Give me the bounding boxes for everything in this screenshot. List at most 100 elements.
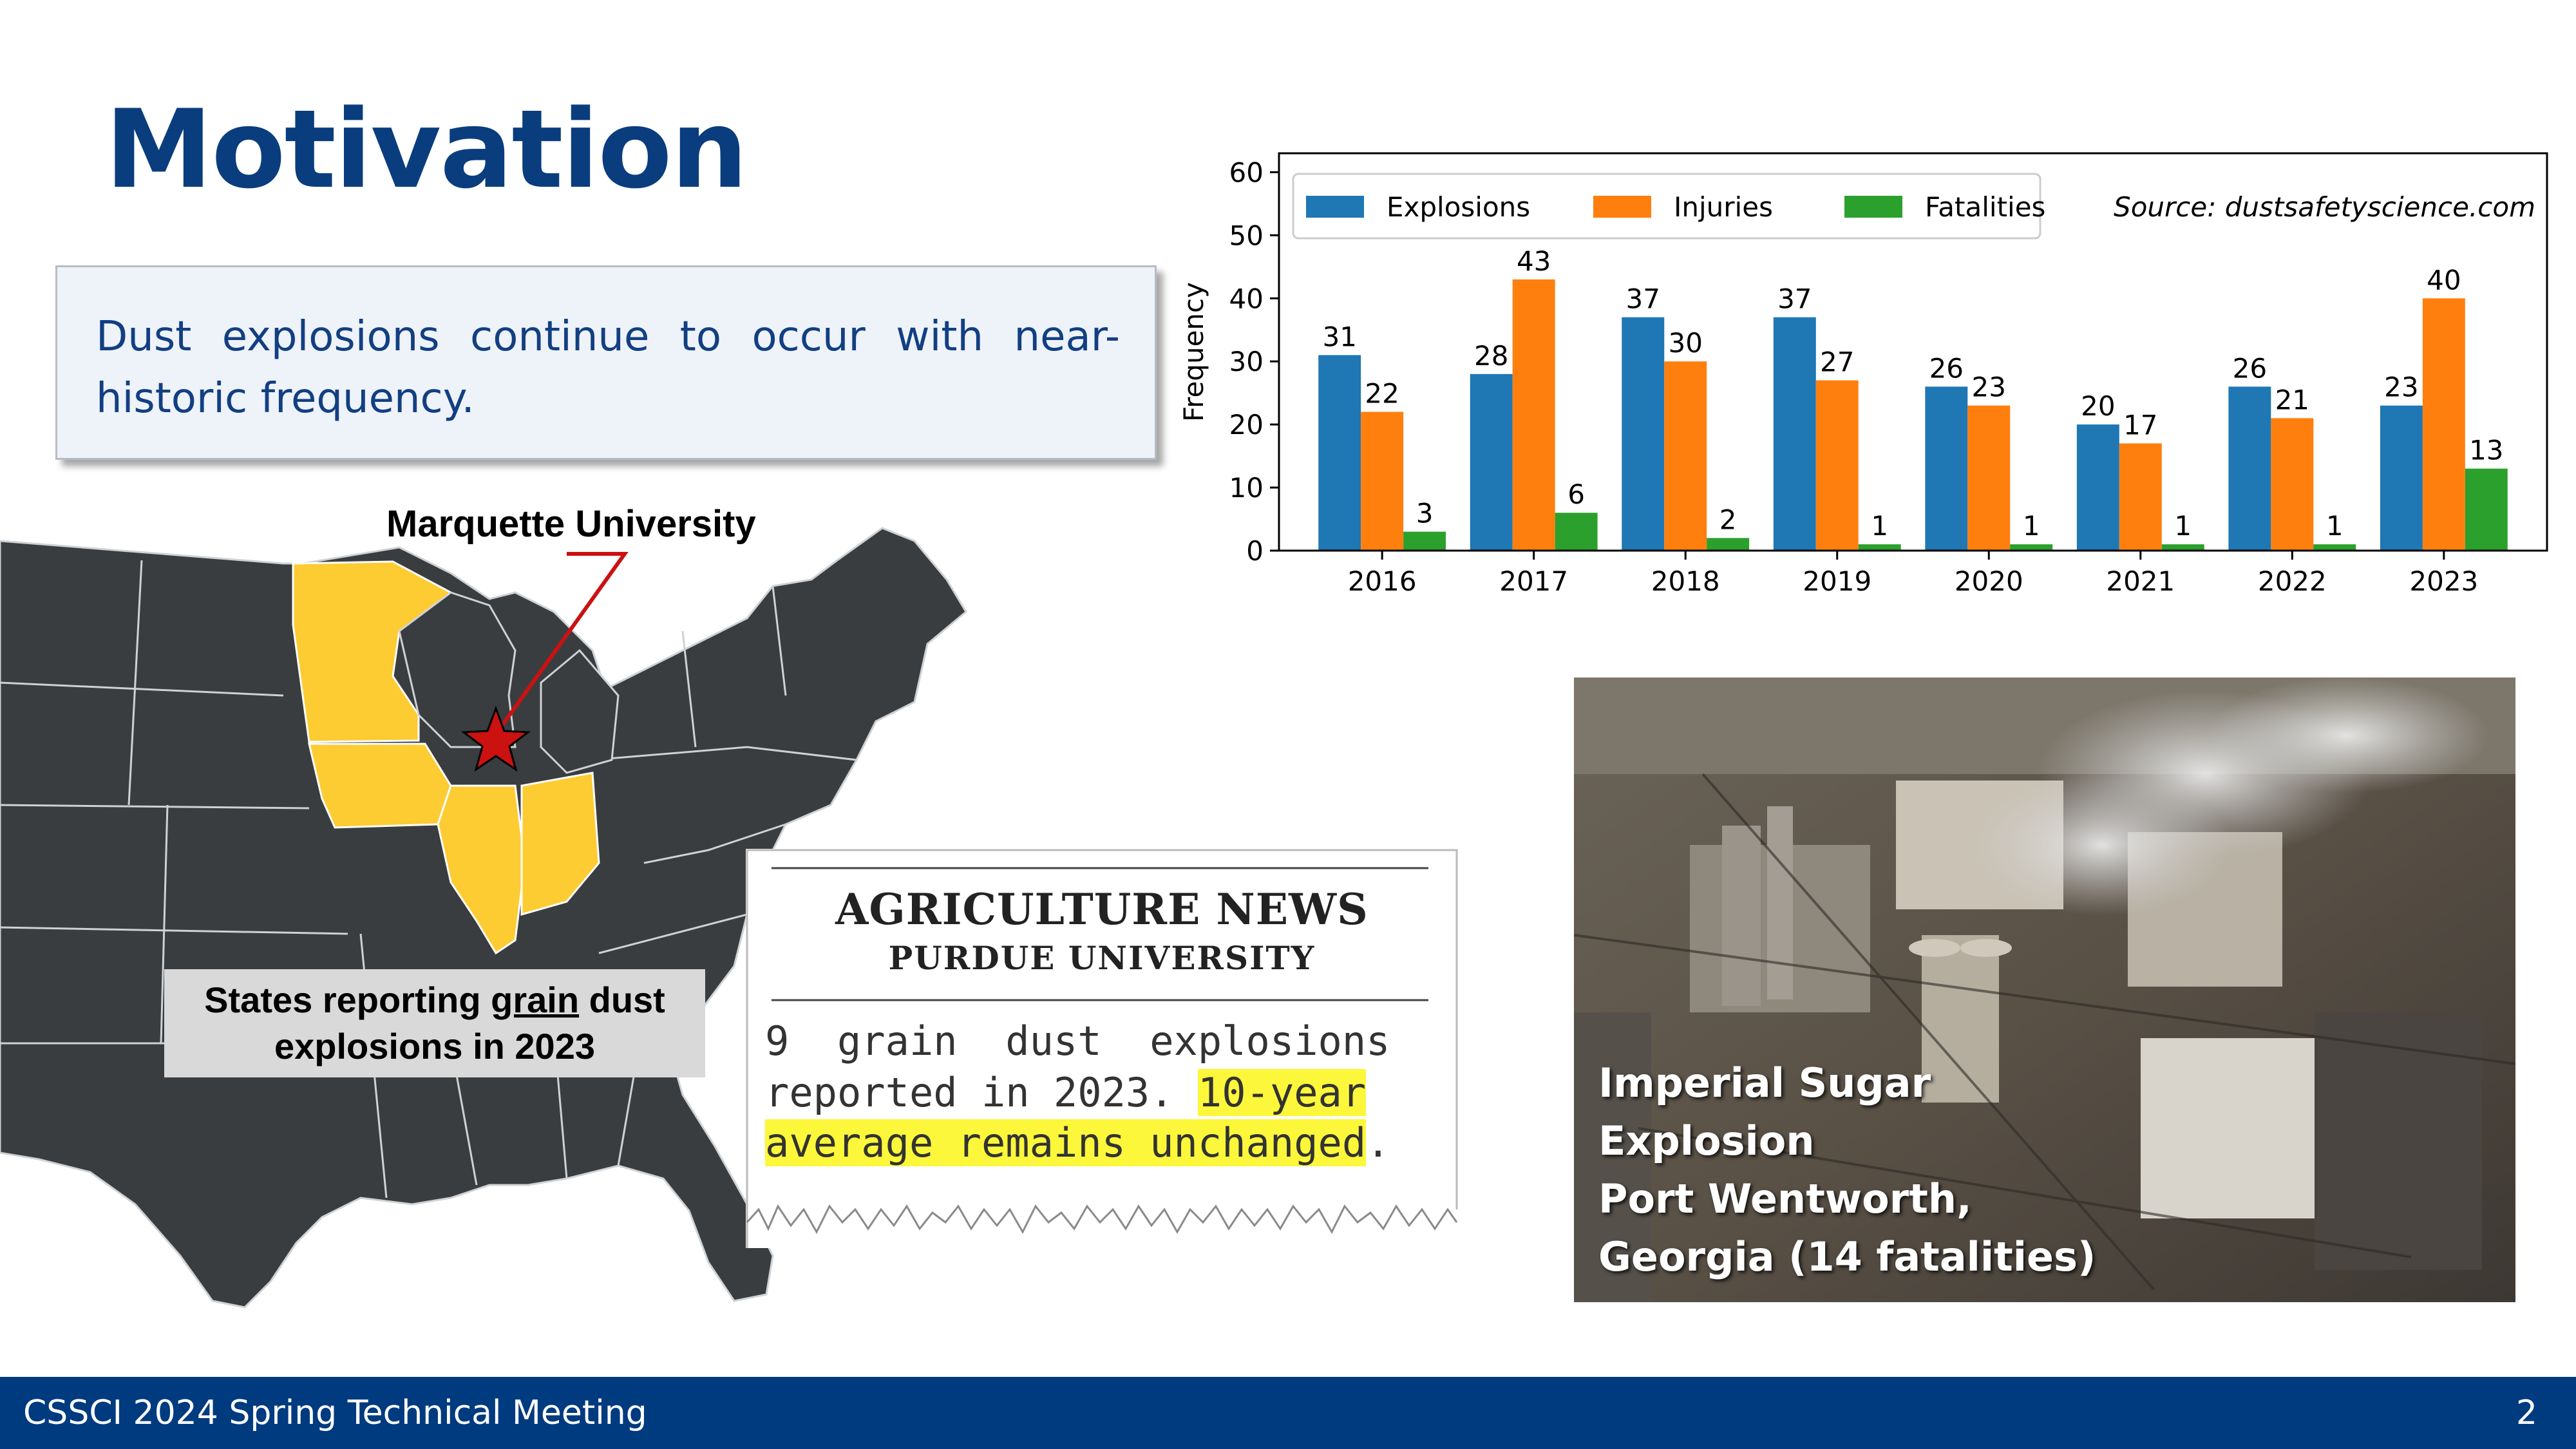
bar-fatalities	[1858, 544, 1901, 551]
bar-value-label: 13	[2469, 435, 2503, 466]
bar-explosions	[1925, 386, 1968, 551]
y-axis-label: Frequency	[1178, 282, 1209, 422]
bar-value-label: 40	[2427, 264, 2461, 296]
x-tick-label: 2020	[1955, 565, 2023, 597]
news-line-2-highlight: 10-year	[1197, 1069, 1367, 1116]
callout-text: Dust explosions continue to occur with n…	[96, 313, 1120, 422]
state-ohio	[520, 772, 600, 916]
news-line-2-plain: reported in 2023.	[765, 1069, 1198, 1116]
bar-value-label: 30	[1668, 327, 1702, 359]
news-clipping: AGRICULTURE NEWS PURDUE UNIVERSITY 9 gra…	[746, 849, 1458, 1248]
y-tick-label: 40	[1229, 283, 1264, 314]
callout-box: Dust explosions continue to occur with n…	[55, 265, 1157, 460]
x-tick-label: 2022	[2258, 565, 2327, 597]
bar-value-label: 3	[1416, 498, 1434, 529]
photo-caption-line-4: Georgia (14 fatalities)	[1598, 1233, 2096, 1280]
marquette-star-icon	[460, 705, 531, 772]
x-tick-label: 2017	[1499, 565, 1568, 597]
bar-explosions	[2228, 386, 2271, 551]
map-caption-part1: States reporting	[204, 980, 491, 1020]
map-caption: States reporting grain dust explosions i…	[164, 969, 705, 1077]
state-iowa	[308, 743, 452, 829]
bar-fatalities	[1555, 513, 1598, 551]
bar-value-label: 43	[1517, 245, 1551, 277]
torn-edge	[746, 1204, 1458, 1235]
x-tick-label: 2016	[1348, 565, 1417, 597]
bar-injuries	[1815, 380, 1859, 551]
bar-explosions	[2380, 405, 2423, 551]
bar-value-label: 1	[2023, 510, 2040, 542]
footer-page-number: 2	[2515, 1394, 2537, 1432]
bar-value-label: 26	[2233, 352, 2267, 384]
news-line-3-end: .	[1366, 1119, 1390, 1166]
legend-swatch-injuries	[1593, 196, 1651, 218]
bar-value-label: 28	[1474, 340, 1508, 372]
bar-injuries	[1967, 405, 2011, 551]
bar-injuries	[1361, 412, 1404, 551]
news-clipping-frame	[746, 849, 1458, 1248]
news-line-3: average remains unchanged.	[765, 1119, 1448, 1166]
plot-frame	[1278, 152, 2548, 552]
bar-value-label: 23	[2384, 372, 2418, 403]
marquette-label: Marquette University	[386, 503, 756, 545]
news-subheadline: PURDUE UNIVERSITY	[888, 939, 1316, 977]
bar-explosions	[1773, 317, 1816, 551]
legend-swatch-fatalities	[1844, 196, 1902, 218]
bar-value-label: 17	[2123, 410, 2157, 441]
photo-caption-line-3: Port Wentworth,	[1598, 1175, 1972, 1222]
legend-label-fatalities: Fatalities	[1925, 191, 2045, 223]
x-tick-label: 2021	[2106, 565, 2175, 597]
bar-value-label: 1	[2174, 510, 2192, 542]
x-tick-label: 2019	[1803, 565, 1871, 597]
news-line-2: reported in 2023. 10-year	[765, 1069, 1448, 1116]
bar-fatalities	[2161, 544, 2204, 551]
bar-value-label: 37	[1626, 283, 1660, 315]
footer-meeting-title: CSSCI 2024 Spring Technical Meeting	[23, 1394, 647, 1432]
state-illinois	[437, 784, 526, 955]
bar-injuries	[1512, 279, 1555, 551]
bar-value-label: 1	[1871, 510, 1888, 542]
state-wisconsin	[398, 591, 516, 748]
x-tick-label: 2018	[1651, 565, 1720, 597]
bar-fatalities	[1403, 531, 1446, 551]
bar-explosions	[2076, 424, 2119, 551]
bar-explosions	[1318, 355, 1361, 551]
chart-source-annotation: Source: dustsafetyscience.com	[2114, 191, 2535, 223]
bar-fatalities	[2465, 468, 2508, 551]
bar-explosions	[1622, 317, 1665, 551]
bar-value-label: 26	[1929, 352, 1964, 384]
bar-injuries	[2422, 298, 2465, 551]
bar-explosions	[1470, 374, 1513, 551]
x-tick-label: 2023	[2409, 565, 2478, 597]
bar-value-label: 27	[1820, 346, 1854, 378]
pin-pointer-line	[494, 552, 629, 735]
us-map	[0, 527, 967, 1309]
photo-illustration	[1574, 677, 2515, 1302]
bar-injuries	[1664, 361, 1707, 551]
bar-fatalities	[1707, 538, 1750, 551]
y-tick-label: 20	[1229, 409, 1264, 440]
y-tick-label: 60	[1229, 156, 1264, 188]
legend-swatch-explosions	[1306, 196, 1364, 218]
y-tick-label: 10	[1229, 472, 1264, 504]
bar-value-label: 21	[2275, 384, 2309, 415]
map-caption-part2: dust explosions in 2023	[274, 980, 665, 1066]
legend-label-injuries: Injuries	[1674, 191, 1773, 223]
highlighted-states	[292, 560, 600, 955]
y-tick-label: 50	[1229, 220, 1264, 251]
map-caption-underlined: grain	[491, 980, 580, 1020]
bar-value-label: 20	[2081, 390, 2115, 422]
photo-caption: Imperial Sugar Explosion Port Wentworth,…	[1598, 1054, 2096, 1286]
bar-value-label: 6	[1567, 478, 1585, 510]
bar-injuries	[2119, 443, 2162, 551]
bar-fatalities	[2010, 544, 2053, 551]
bar-value-label: 23	[1972, 372, 2006, 403]
y-tick-label: 30	[1229, 346, 1264, 377]
bar-fatalities	[2313, 544, 2356, 551]
footer-bar: CSSCI 2024 Spring Technical Meeting 2	[0, 1377, 2576, 1449]
bar-injuries	[2271, 418, 2314, 551]
imperial-sugar-photo: Imperial Sugar Explosion Port Wentworth,…	[1574, 677, 2515, 1302]
news-headline: AGRICULTURE NEWS	[835, 884, 1368, 934]
bar-value-label: 31	[1322, 321, 1356, 352]
